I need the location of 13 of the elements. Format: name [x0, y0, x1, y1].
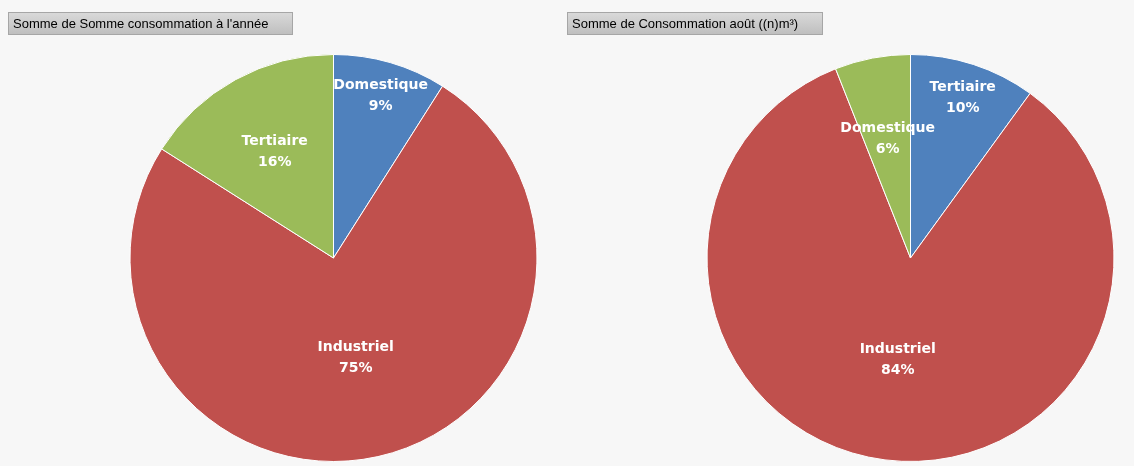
slice-label: Tertiaire	[929, 78, 996, 94]
data-label: 75%	[338, 358, 373, 375]
slice-label: Industriel	[859, 339, 936, 356]
slice-label: Industriel	[317, 337, 394, 354]
data-label: 84%	[880, 360, 915, 377]
slice-label: Tertiaire	[241, 131, 308, 148]
data-label: 16%	[257, 152, 292, 169]
data-label: 9%	[368, 97, 393, 114]
slice-label: Domestique	[333, 76, 428, 93]
chart-title: Somme de Somme consommation à l'année	[8, 12, 294, 35]
data-label: 6%	[875, 139, 900, 156]
chart-title: Somme de Consommation août ((n)m³)	[567, 12, 824, 35]
data-label: 10%	[945, 99, 980, 115]
